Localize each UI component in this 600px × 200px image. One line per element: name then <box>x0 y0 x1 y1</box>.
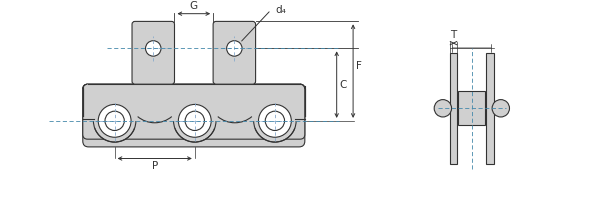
Circle shape <box>254 100 296 142</box>
Text: T: T <box>451 30 457 40</box>
FancyBboxPatch shape <box>83 84 305 139</box>
Bar <box>487 53 494 164</box>
Circle shape <box>227 41 242 56</box>
Circle shape <box>492 100 509 117</box>
Circle shape <box>173 100 216 142</box>
Circle shape <box>94 100 136 142</box>
Circle shape <box>434 100 452 117</box>
FancyBboxPatch shape <box>132 21 175 84</box>
Text: F: F <box>356 61 362 71</box>
FancyBboxPatch shape <box>83 84 305 147</box>
Bar <box>458 91 485 125</box>
Text: G: G <box>190 1 198 11</box>
Bar <box>86 84 301 121</box>
Text: d₄: d₄ <box>275 5 286 15</box>
Text: C: C <box>340 80 347 90</box>
Circle shape <box>178 104 211 137</box>
FancyBboxPatch shape <box>213 21 256 84</box>
Circle shape <box>105 111 124 130</box>
Circle shape <box>146 41 161 56</box>
Circle shape <box>185 111 205 130</box>
Circle shape <box>98 104 131 137</box>
Circle shape <box>265 111 284 130</box>
Bar <box>449 53 457 164</box>
Circle shape <box>259 104 292 137</box>
Text: P: P <box>152 161 158 171</box>
